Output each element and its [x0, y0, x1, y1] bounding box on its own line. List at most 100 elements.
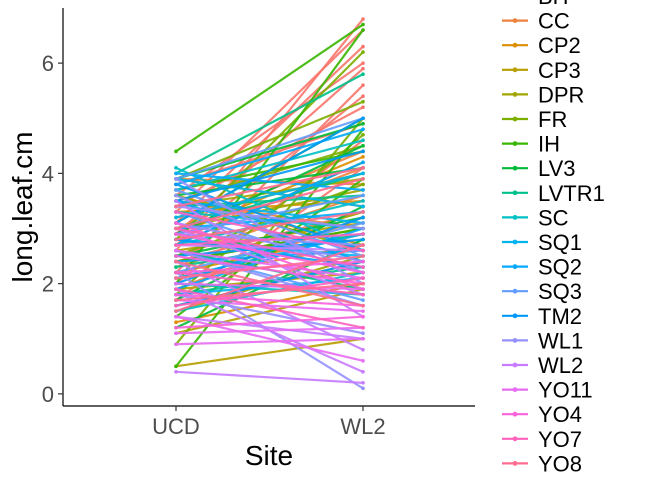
data-point-yo7 — [361, 292, 365, 297]
data-point-bh — [361, 61, 365, 65]
x-axis-label: Site — [245, 440, 293, 471]
data-point-yo8 — [174, 226, 178, 231]
data-point-sc — [174, 166, 178, 170]
legend-item-yo8: YO8 — [502, 451, 582, 476]
data-point-sq1 — [361, 171, 365, 176]
series-line-wl2 — [175, 370, 364, 384]
data-point-sq2 — [361, 127, 365, 132]
data-point-bh — [361, 44, 365, 49]
legend-key-point — [512, 190, 518, 196]
data-point-yo11 — [174, 314, 178, 319]
data-point-yo4 — [361, 314, 365, 319]
series-line-cp3 — [175, 337, 364, 368]
series-line-tm2 — [175, 150, 364, 202]
data-point-yo7 — [361, 265, 365, 269]
data-point-wl1 — [174, 177, 178, 181]
legend-label: CP3 — [538, 58, 581, 83]
series-line-yo11 — [175, 326, 364, 335]
data-point-yo8 — [174, 276, 178, 280]
data-point-yo8 — [361, 210, 365, 214]
data-point-wl2 — [361, 381, 365, 385]
legend-item-yo4: YO4 — [502, 402, 582, 427]
data-point-sq1 — [174, 215, 178, 220]
data-point-yo7 — [174, 270, 178, 275]
data-point-yo11 — [174, 281, 178, 286]
legend-label: YO4 — [538, 402, 582, 427]
legend-label: YO7 — [538, 427, 582, 452]
y-tick-label: 0 — [42, 382, 54, 407]
data-point-wl1 — [174, 193, 178, 198]
series-line-yo8 — [175, 260, 364, 307]
legend-item-bh: BH — [538, 0, 569, 9]
legend-key-point — [512, 141, 518, 147]
series-line-yo11 — [175, 315, 364, 362]
legend-label: LV3 — [538, 156, 576, 181]
data-point-yo7 — [174, 243, 178, 247]
x-ticks: UCD WL2 — [152, 406, 386, 439]
plot-lines — [175, 18, 364, 390]
series-line-lvtr1 — [175, 265, 364, 296]
series-line-yo4 — [175, 232, 364, 274]
legend-key-point — [512, 411, 518, 417]
data-point-yo4 — [174, 292, 178, 297]
data-point-ih — [361, 22, 365, 27]
y-ticks: 0 2 4 6 — [42, 51, 63, 407]
data-point-yo7 — [361, 248, 365, 253]
legend-key-point — [512, 313, 518, 319]
data-point-bh — [361, 66, 365, 71]
y-tick-label: 6 — [42, 51, 54, 76]
data-point-fr — [361, 182, 365, 187]
data-point-yo4 — [361, 259, 365, 264]
y-tick-label: 2 — [42, 272, 54, 297]
data-point-yo8 — [361, 254, 365, 258]
data-point-fr — [361, 99, 365, 104]
legend-item-sc: SC — [502, 205, 569, 230]
data-point-yo8 — [361, 303, 365, 308]
legend-item-cp3: CP3 — [502, 58, 581, 83]
legend-key-point — [512, 116, 518, 122]
data-point-tm2 — [361, 149, 365, 154]
data-point-wl2 — [174, 199, 178, 203]
legend-key-point — [512, 18, 518, 23]
x-tick-label: UCD — [152, 414, 200, 439]
legend-item-sq1: SQ1 — [502, 230, 582, 255]
data-point-yo11 — [361, 358, 365, 363]
series-line-yo8 — [175, 166, 364, 208]
data-point-yo8 — [361, 177, 365, 181]
data-point-yo4 — [174, 232, 178, 236]
data-point-bh — [361, 94, 365, 98]
legend-item-dpr: DPR — [502, 82, 584, 107]
data-point-yo8 — [174, 237, 178, 242]
data-point-sq2 — [174, 171, 178, 176]
series-line-yo4 — [175, 315, 364, 329]
series-line-ih — [175, 23, 364, 153]
series-line-wl2 — [175, 315, 364, 340]
legend-key-point — [512, 67, 518, 73]
legend-key-point — [512, 239, 518, 245]
data-point-fr — [361, 132, 365, 137]
data-point-yo11 — [174, 248, 178, 253]
series-line-yo11 — [175, 282, 364, 291]
data-point-wl2 — [361, 370, 365, 374]
data-point-tm2 — [361, 116, 365, 121]
data-point-yo4 — [174, 221, 178, 225]
series-line-sq3 — [175, 117, 364, 180]
data-point-bh — [361, 105, 365, 110]
legend-label: TM2 — [538, 304, 582, 329]
legend-label: SQ3 — [538, 279, 582, 304]
data-point-sq2 — [361, 160, 365, 165]
series-line-yo8 — [175, 282, 364, 302]
series-line-yo8 — [175, 254, 364, 280]
data-point-ih — [174, 364, 178, 369]
legend-item-tm2: TM2 — [502, 304, 582, 329]
data-point-yo4 — [174, 254, 178, 258]
data-point-yo8 — [174, 309, 178, 313]
series-line-yo7 — [175, 232, 364, 247]
data-point-sq3 — [174, 188, 178, 192]
legend-label: SC — [538, 205, 569, 230]
data-point-sq1 — [361, 204, 365, 209]
data-point-tm2 — [361, 237, 365, 242]
legend-label: IH — [538, 132, 560, 157]
data-point-yo4 — [361, 287, 365, 291]
